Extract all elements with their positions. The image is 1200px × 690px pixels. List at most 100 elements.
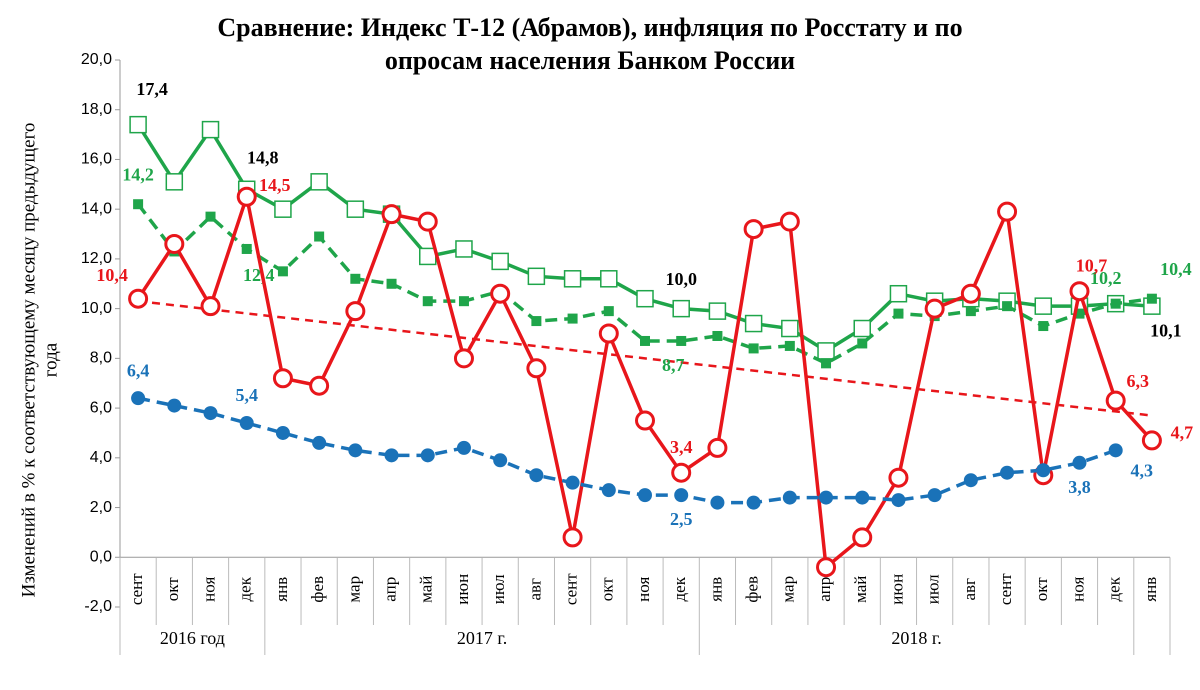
data-label: 10,0	[665, 269, 697, 289]
marker	[455, 240, 473, 258]
y-tick-label: -2,0	[84, 598, 112, 615]
data-label: 10,2	[1090, 268, 1122, 288]
marker	[309, 375, 330, 396]
marker	[241, 243, 252, 254]
x-tick-label: апр	[815, 577, 834, 602]
marker	[891, 493, 906, 508]
x-tick-label: июн	[453, 574, 472, 605]
x-tick-label: июн	[887, 574, 906, 605]
data-label: 12,4	[243, 265, 275, 285]
marker	[963, 473, 978, 488]
data-label: 2,5	[670, 509, 693, 529]
marker	[636, 289, 654, 308]
marker	[491, 252, 509, 271]
y-tick-label: 6,0	[90, 399, 112, 416]
marker	[674, 488, 689, 503]
marker	[277, 266, 288, 277]
marker	[456, 440, 471, 455]
data-label: 10,1	[1150, 320, 1182, 340]
marker	[821, 358, 832, 369]
y-tick-label: 18,0	[81, 101, 112, 118]
x-tick-label: сент	[561, 573, 580, 605]
marker	[310, 173, 328, 191]
marker	[167, 398, 182, 413]
y-tick-label: 0,0	[90, 548, 112, 565]
marker	[1000, 465, 1015, 480]
marker	[816, 557, 837, 578]
marker	[1034, 297, 1053, 315]
marker	[1105, 390, 1126, 411]
x-tick-label: дек	[1105, 576, 1124, 601]
marker	[350, 273, 361, 284]
x-tick-label: сент	[127, 573, 146, 605]
chart-title: опросам населения Банком России	[385, 46, 795, 75]
x-tick-label: дек	[670, 576, 689, 601]
marker	[1146, 293, 1157, 304]
marker	[205, 211, 216, 222]
marker	[346, 200, 365, 218]
group-label: 2018 г.	[891, 628, 941, 648]
marker	[708, 302, 727, 320]
x-tick-label: сент	[996, 573, 1015, 605]
x-tick-label: апр	[380, 577, 399, 602]
marker	[420, 448, 435, 463]
marker	[1038, 321, 1049, 332]
marker	[1074, 308, 1085, 319]
marker	[819, 490, 834, 505]
x-tick-label: авг	[960, 578, 979, 601]
data-label: 8,7	[662, 355, 685, 375]
marker	[1141, 430, 1162, 451]
y-tick-label: 20,0	[81, 51, 112, 68]
x-tick-label: фев	[743, 576, 762, 603]
data-label: 5,4	[235, 385, 258, 405]
group-label: 2017 г.	[457, 628, 507, 648]
marker	[853, 319, 871, 338]
marker	[965, 306, 976, 317]
marker	[562, 527, 583, 548]
data-label: 10,7	[1076, 255, 1108, 275]
marker	[526, 358, 547, 379]
marker	[603, 306, 614, 317]
marker	[676, 335, 687, 346]
marker	[707, 437, 728, 458]
marker	[493, 453, 508, 468]
marker	[782, 490, 797, 505]
marker	[129, 115, 147, 134]
data-label: 3,8	[1068, 477, 1091, 497]
y-tick-label: 10,0	[81, 300, 112, 317]
marker	[857, 338, 868, 349]
marker	[133, 199, 144, 210]
x-tick-label: мар	[344, 576, 363, 603]
marker	[712, 330, 723, 341]
marker	[889, 284, 908, 303]
marker	[529, 468, 544, 483]
marker	[201, 120, 220, 139]
marker	[165, 173, 184, 191]
series-line	[137, 396, 1117, 505]
marker	[784, 340, 795, 351]
marker	[200, 296, 221, 317]
data-label: 14,5	[259, 175, 291, 195]
y-tick-label: 2,0	[90, 499, 112, 516]
marker	[893, 308, 904, 319]
x-tick-label: ноя	[634, 577, 653, 602]
marker	[671, 462, 692, 483]
marker	[417, 211, 438, 232]
x-tick-label: ноя	[1068, 577, 1087, 602]
x-tick-label: июл	[924, 574, 943, 604]
marker	[384, 448, 399, 463]
marker	[274, 200, 292, 218]
data-label: 14,2	[122, 164, 154, 184]
data-label: 17,4	[136, 79, 168, 99]
y-tick-label: 4,0	[90, 449, 112, 466]
marker	[927, 488, 942, 503]
marker	[710, 495, 725, 510]
data-label: 10,4	[96, 265, 128, 285]
marker	[419, 247, 437, 266]
marker	[1108, 443, 1123, 458]
marker	[1072, 455, 1087, 470]
data-label: 14,8	[247, 147, 279, 167]
marker	[314, 231, 325, 242]
marker	[131, 391, 146, 406]
